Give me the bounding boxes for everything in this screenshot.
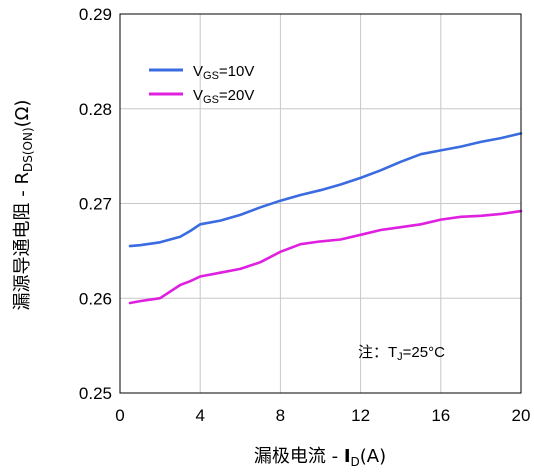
legend: VGS=10V VGS=20V bbox=[149, 63, 254, 106]
x-axis-title: 漏极电流 - ID(A) bbox=[254, 446, 386, 469]
x-tick-labels: 0 4 8 12 16 20 bbox=[115, 406, 530, 425]
grid-lines bbox=[120, 14, 521, 393]
y-tick-label: 0.29 bbox=[79, 5, 112, 24]
y-axis-title: 漏源导通电阻 - RDS(ON)(Ω) bbox=[12, 100, 35, 311]
series-line-1 bbox=[128, 209, 523, 305]
x-tick-label: 4 bbox=[195, 406, 204, 425]
series-layer bbox=[128, 132, 523, 305]
x-tick-label: 20 bbox=[512, 406, 531, 425]
y-tick-labels: 0.25 0.26 0.27 0.28 0.29 bbox=[79, 5, 112, 403]
y-tick-label: 0.28 bbox=[79, 100, 112, 119]
plot-frame bbox=[119, 13, 522, 394]
y-tick-label: 0.25 bbox=[79, 384, 112, 403]
x-tick-label: 8 bbox=[276, 406, 285, 425]
x-tick-label: 0 bbox=[115, 406, 124, 425]
x-tick-label: 16 bbox=[431, 406, 450, 425]
legend-label-vgs-10v: VGS=10V bbox=[193, 63, 254, 82]
y-tick-label: 0.27 bbox=[79, 195, 112, 214]
y-tick-label: 0.26 bbox=[79, 289, 112, 308]
legend-label-vgs-20v: VGS=20V bbox=[193, 87, 254, 106]
series-line-0 bbox=[128, 132, 523, 248]
temperature-note: 注：TJ=25°C bbox=[358, 344, 445, 363]
x-tick-label: 12 bbox=[351, 406, 370, 425]
